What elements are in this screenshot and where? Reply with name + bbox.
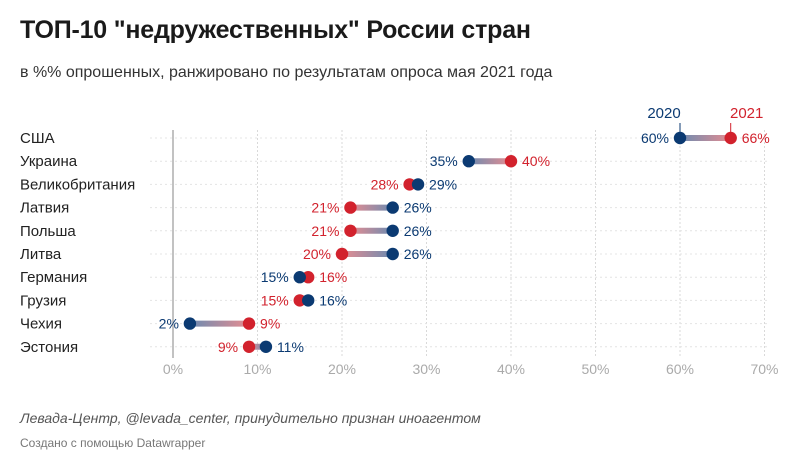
value-label-2020: 60% (641, 130, 669, 146)
value-label-2021: 9% (218, 339, 238, 355)
legend-2021: 2021 (730, 105, 763, 122)
value-label-2021: 9% (260, 316, 280, 332)
category-label: Великобритания (20, 176, 135, 193)
dot-2020 (386, 201, 399, 214)
category-label: Украина (20, 153, 78, 170)
x-tick-label: 50% (581, 361, 609, 377)
source-note: Левада-Центр, @levada_center, принудител… (20, 410, 481, 426)
x-tick-label: 60% (666, 361, 694, 377)
x-tick-label: 10% (243, 361, 271, 377)
value-label-2020: 11% (277, 339, 304, 355)
legend-2020: 2020 (647, 105, 680, 122)
value-label-2021: 16% (319, 269, 347, 285)
value-label-2021: 21% (311, 223, 339, 239)
dot-2020 (462, 155, 475, 168)
value-label-2021: 66% (742, 130, 770, 146)
value-label-2020: 26% (404, 223, 432, 239)
value-label-2020: 2% (159, 316, 179, 332)
value-label-2020: 15% (261, 269, 289, 285)
dot-2021 (344, 224, 357, 237)
value-label-2020: 26% (404, 200, 432, 216)
category-label: Германия (20, 269, 87, 286)
dot-2020 (411, 178, 425, 191)
dot-2021 (344, 201, 357, 214)
dot-2021 (724, 131, 737, 145)
category-label: Латвия (20, 200, 69, 217)
category-label: Грузия (20, 292, 66, 309)
x-tick-label: 20% (328, 361, 356, 377)
category-label: Чехия (20, 316, 62, 333)
value-label-2021: 28% (371, 176, 399, 192)
credit-note: Создано с помощью Datawrapper (20, 436, 206, 450)
dot-2020 (259, 340, 273, 353)
dot-2020 (673, 131, 687, 145)
value-label-2020: 26% (404, 246, 432, 262)
category-label: Эстония (20, 339, 78, 356)
value-label-2020: 35% (430, 153, 458, 169)
value-label-2021: 20% (303, 246, 331, 262)
x-tick-label: 70% (750, 361, 778, 377)
category-label: США (20, 130, 55, 147)
dot-2021 (242, 317, 256, 330)
x-tick-label: 0% (163, 361, 183, 377)
x-tick-label: 40% (497, 361, 525, 377)
dot-2021 (335, 247, 349, 261)
value-label-2021: 15% (261, 292, 289, 308)
dot-2020 (183, 317, 197, 330)
dot-2021 (504, 155, 518, 168)
dot-2020 (386, 247, 399, 261)
value-label-2021: 21% (311, 200, 339, 216)
x-tick-label: 30% (412, 361, 440, 377)
dot-2021 (242, 340, 256, 353)
chart-subtitle: в %% опрошенных, ранжировано по результа… (20, 64, 553, 81)
category-label: Польша (20, 223, 76, 240)
value-label-2021: 40% (522, 153, 550, 169)
dot-2020 (386, 224, 399, 237)
value-label-2020: 29% (429, 176, 457, 192)
category-label: Литва (20, 246, 62, 263)
chart-title: ТОП-10 "недружественных" России стран (20, 16, 531, 44)
dot-2020 (302, 294, 315, 307)
value-label-2020: 16% (319, 292, 347, 308)
dot-2020 (293, 271, 306, 284)
